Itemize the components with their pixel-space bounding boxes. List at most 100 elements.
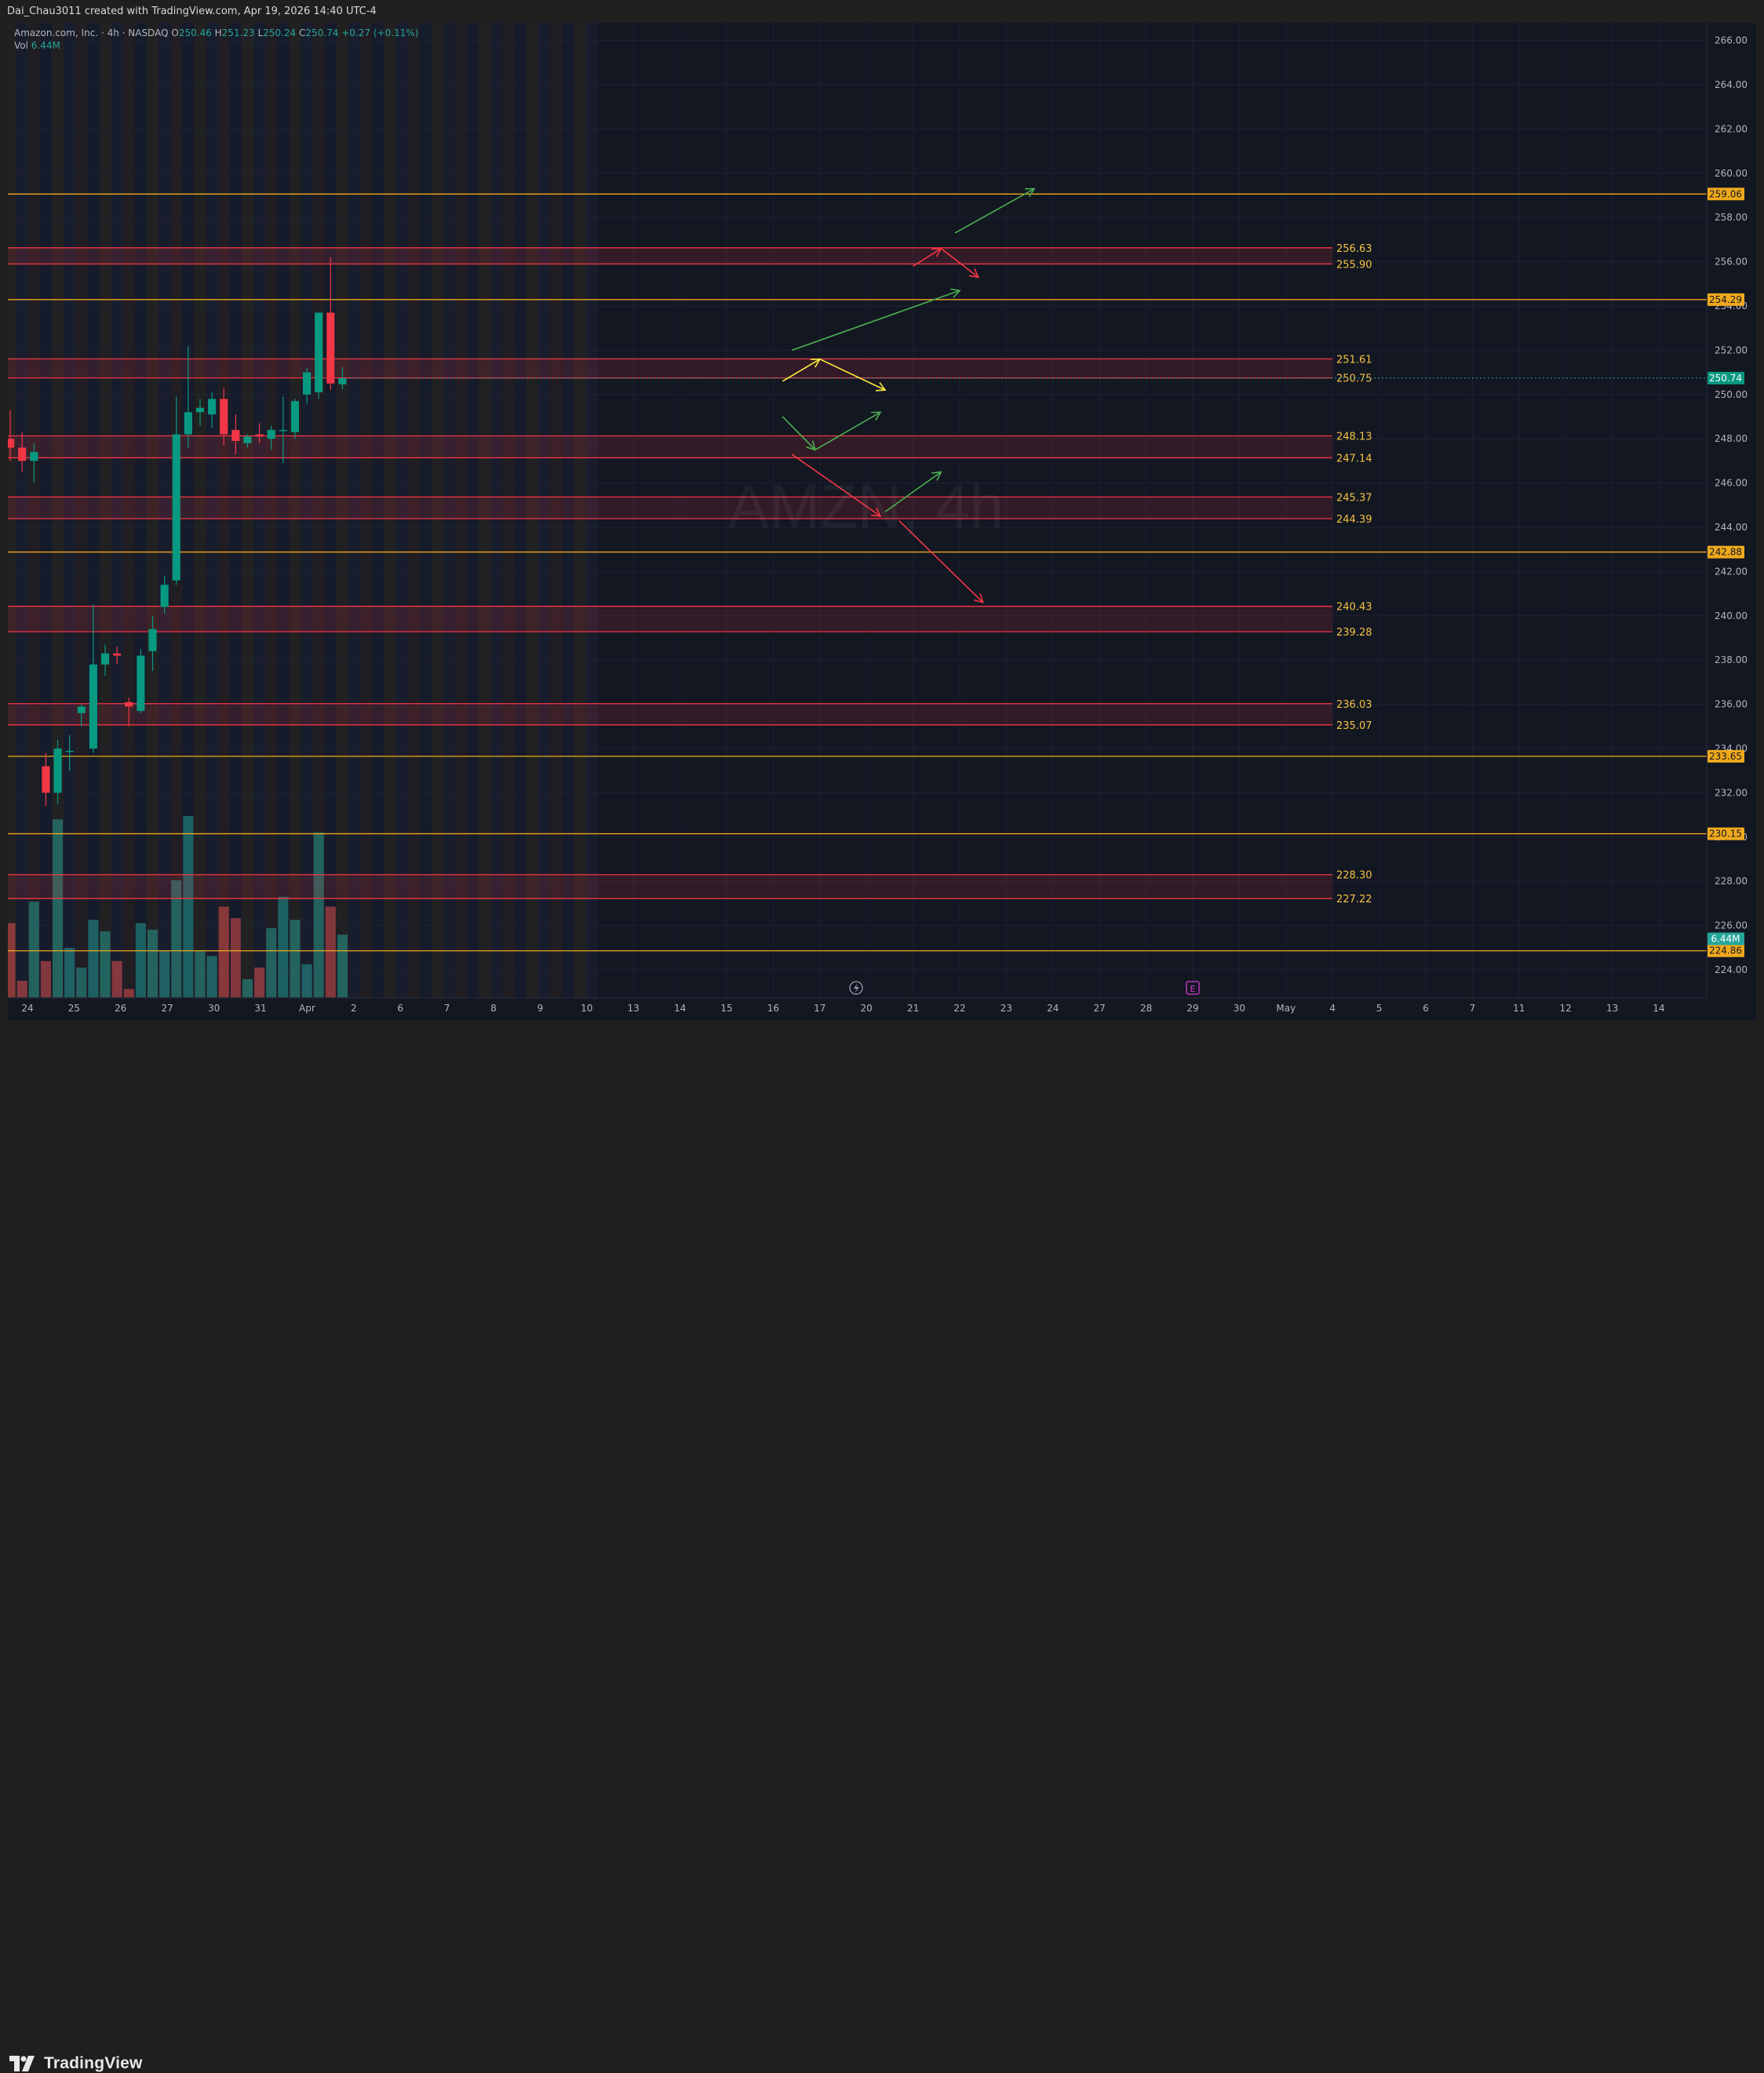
time-tick-label: 16	[767, 1003, 779, 1014]
candle-body	[184, 412, 192, 435]
zone-fill	[8, 497, 1332, 519]
session-stripe	[75, 23, 88, 998]
zone-fill	[8, 874, 1332, 899]
candle-body	[77, 706, 86, 713]
zone-bottom-label: 235.07	[1336, 720, 1372, 732]
candle-body	[100, 653, 110, 665]
time-tick-label: 6	[1423, 1003, 1429, 1014]
time-tick-label: 15	[720, 1003, 732, 1014]
session-stripe	[348, 23, 361, 998]
time-tick-label: 14	[1653, 1003, 1664, 1014]
level-badge	[1708, 293, 1744, 306]
session-stripe	[217, 23, 230, 998]
level-badge-label: 233.65	[1709, 751, 1742, 762]
zone-fill	[8, 435, 1332, 458]
session-stripe	[324, 23, 337, 998]
time-tick-label: Apr	[299, 1003, 315, 1014]
candle-body	[267, 429, 275, 439]
time-axis: 24 25 26 27 30 31 Apr 2 6 7 8 9 10 13 14 15 16 17 20 21 22 23…	[21, 1003, 1664, 1014]
last-price-badge	[1708, 371, 1744, 384]
arrow-red-shaft	[791, 454, 881, 517]
time-tick-label: 27	[162, 1003, 173, 1014]
price-tick-label: 258.00	[1715, 212, 1748, 223]
session-stripe	[265, 23, 278, 998]
zone-top-label: 236.03	[1336, 699, 1372, 711]
price-tick-label: 240.00	[1715, 610, 1748, 621]
candle-body	[290, 401, 299, 432]
candle-body	[255, 434, 264, 437]
arrow-green-shaft	[791, 290, 960, 352]
volume-bar	[218, 906, 229, 997]
time-tick-label: 6	[397, 1003, 403, 1014]
time-tick-label: 11	[1513, 1003, 1525, 1014]
chart-svg[interactable]: 256.63 255.90 251.61 250.75 248.13 247.14 245.…	[4, 23, 1756, 1020]
session-stripe	[526, 23, 538, 998]
close-label: C	[299, 27, 306, 38]
session-stripe	[312, 23, 325, 998]
time-tick-label: 22	[953, 1003, 965, 1014]
session-stripe	[395, 23, 408, 998]
session-stripe	[182, 23, 195, 998]
price-tick-label: 228.00	[1715, 876, 1748, 887]
candle-body	[137, 655, 145, 712]
volume-bar	[325, 906, 336, 997]
volume-badge	[1708, 932, 1744, 945]
arrow-red-shaft	[898, 519, 984, 603]
arrow-green-head	[931, 471, 942, 481]
session-stripe	[585, 23, 598, 998]
price-tick-label: 248.00	[1715, 433, 1748, 444]
arrow-green-shaft	[954, 188, 1035, 234]
session-stripe	[206, 23, 218, 998]
candle-body	[160, 585, 169, 607]
volume-bar	[171, 880, 182, 997]
session-stripe	[229, 23, 242, 998]
volume-badge-label: 6.44M	[1711, 934, 1740, 945]
volume-bar	[195, 951, 206, 997]
time-tick-label: 28	[1140, 1003, 1152, 1014]
arrow-red-shaft	[913, 248, 942, 267]
price-tick-label: 232.00	[1715, 787, 1748, 798]
time-tick-label: 8	[490, 1003, 497, 1014]
zone-fill	[8, 247, 1332, 264]
price-tick-label: 242.00	[1715, 566, 1748, 577]
time-tick-label: 21	[907, 1003, 919, 1014]
level-badge-label: 242.88	[1709, 547, 1742, 558]
time-tick-label: 31	[254, 1003, 266, 1014]
low-label: L	[257, 27, 264, 38]
candle-body	[303, 372, 312, 395]
tradingview-logo[interactable]: TradingView	[9, 2054, 143, 2073]
lightning-icon-ring	[849, 981, 863, 995]
session-stripe	[419, 23, 432, 998]
symbol-legend: Amazon.com, Inc. · 4h · NASDAQ O250.46 H…	[14, 27, 418, 52]
level-badge-label: 254.29	[1709, 294, 1742, 305]
price-tick-label: 226.00	[1715, 920, 1748, 931]
volume-bar	[183, 816, 194, 997]
arrow-green-shaft	[815, 411, 881, 450]
zone-top-label: 248.13	[1336, 432, 1372, 443]
arrow-green-head	[1025, 188, 1036, 198]
change-value: +0.27 (+0.11%)	[341, 27, 419, 38]
price-tick-label: 260.00	[1715, 168, 1748, 179]
time-tick-label: 26	[115, 1003, 126, 1014]
volume-bar	[278, 896, 289, 997]
time-tick-label: 24	[21, 1003, 33, 1014]
level-badge	[1708, 944, 1744, 957]
replay-lightning-icon	[849, 981, 863, 995]
candle-body	[208, 399, 217, 415]
volume-bar	[159, 951, 170, 997]
volume-value: 6.44M	[31, 40, 60, 51]
arrow-green-head	[950, 288, 961, 298]
chart-frame[interactable]: 256.63 255.90 251.61 250.75 248.13 247.14 245.…	[4, 23, 1756, 1020]
bottom-bar: TradingView	[0, 1020, 1764, 2072]
level-badge	[1708, 749, 1744, 763]
price-tick-label: 250.00	[1715, 389, 1748, 400]
level-badge	[1708, 827, 1744, 840]
top-bar: Dai_Chau3011 created with TradingView.co…	[0, 0, 1764, 22]
close-value: 250.74	[305, 27, 339, 38]
session-stripe	[502, 23, 515, 998]
tradingview-logo-icon	[9, 2056, 35, 2071]
candle-body	[231, 429, 240, 442]
candle-body	[172, 434, 180, 581]
time-tick-label: 27	[1094, 1003, 1106, 1014]
volume-bar	[290, 920, 301, 997]
